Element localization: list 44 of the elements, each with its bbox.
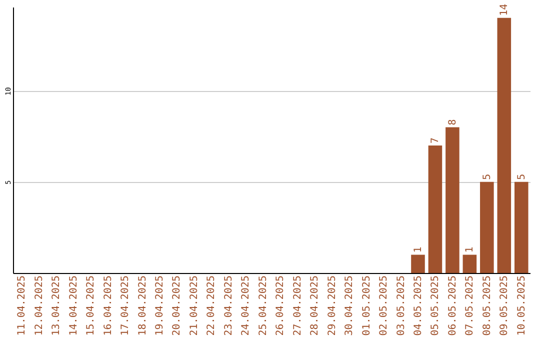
x-tick-label: 18.04.2025 bbox=[137, 276, 148, 336]
x-tick-label: 11.04.2025 bbox=[16, 276, 28, 336]
x-tick-label: 19.04.2025 bbox=[154, 276, 166, 336]
x-tick-label: 05.05.2025 bbox=[430, 276, 442, 336]
bar bbox=[411, 254, 425, 273]
bar bbox=[428, 145, 442, 273]
data-label: 7 bbox=[430, 137, 442, 144]
x-tick-label: 06.05.2025 bbox=[447, 276, 458, 336]
x-tick-label: 12.04.2025 bbox=[34, 276, 45, 336]
x-tick-label: 27.04.2025 bbox=[292, 276, 304, 336]
x-tick-label: 08.05.2025 bbox=[482, 276, 493, 336]
x-tick-label: 23.04.2025 bbox=[223, 276, 234, 336]
x-tick-label: 03.05.2025 bbox=[396, 276, 407, 336]
data-label: 14 bbox=[499, 4, 510, 16]
bar bbox=[462, 254, 477, 273]
x-tick-label: 29.04.2025 bbox=[326, 276, 338, 336]
x-tick-label: 20.04.2025 bbox=[172, 276, 183, 336]
x-tick-label: 13.04.2025 bbox=[51, 276, 62, 336]
data-label: 1 bbox=[412, 246, 424, 253]
x-tick-label: 09.05.2025 bbox=[499, 276, 510, 336]
x-tick-label: 16.04.2025 bbox=[102, 276, 114, 336]
data-label: 5 bbox=[516, 174, 528, 180]
x-tick-label: 24.04.2025 bbox=[240, 276, 252, 336]
x-tick-label: 17.04.2025 bbox=[120, 276, 132, 336]
x-tick-label: 28.04.2025 bbox=[310, 276, 321, 336]
x-tick-label: 15.04.2025 bbox=[86, 276, 97, 336]
x-tick-label: 02.05.2025 bbox=[378, 276, 390, 336]
x-tick-label: 22.04.2025 bbox=[206, 276, 218, 336]
bar bbox=[480, 182, 494, 273]
data-label: 8 bbox=[447, 119, 458, 126]
x-tick-label: 01.05.2025 bbox=[361, 276, 372, 336]
x-tick-label: 21.04.2025 bbox=[188, 276, 200, 336]
data-label: 5 bbox=[482, 174, 493, 180]
bar bbox=[497, 18, 512, 273]
bar bbox=[514, 182, 528, 273]
data-label: 1 bbox=[464, 246, 476, 253]
bar bbox=[446, 127, 460, 273]
x-tick-label: 04.05.2025 bbox=[412, 276, 424, 336]
x-tick-label: 26.04.2025 bbox=[275, 276, 286, 336]
x-tick-label: 10.05.2025 bbox=[516, 276, 528, 336]
x-tick-label: 25.04.2025 bbox=[258, 276, 269, 336]
x-tick-label: 07.05.2025 bbox=[464, 276, 476, 336]
x-tick-label: 30.04.2025 bbox=[344, 276, 356, 336]
x-tick-label: 14.04.2025 bbox=[68, 276, 80, 336]
